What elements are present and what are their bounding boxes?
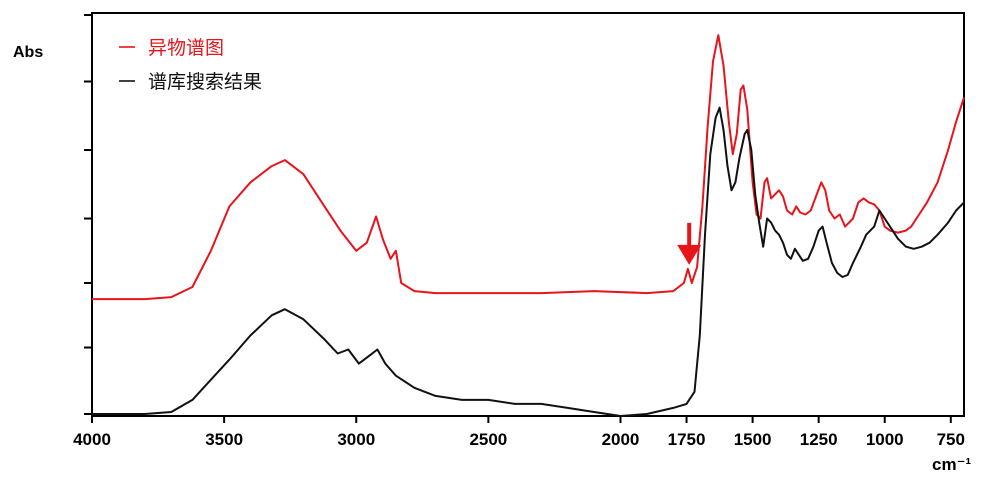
plot-frame: [91, 12, 965, 417]
series-layer: [92, 34, 965, 417]
legend-label-library: 谱库搜索结果: [148, 71, 262, 93]
x-tick-label: 3500: [205, 430, 243, 449]
legend: 异物谱图 谱库搜索结果: [119, 37, 262, 93]
x-tick-label: 1250: [800, 430, 838, 449]
plot-area: [84, 12, 965, 423]
series-line-library-result: [92, 106, 965, 417]
x-tick-label: 2500: [469, 430, 507, 449]
x-tick-label: 1500: [734, 430, 772, 449]
peak-arrow-annotation: [677, 222, 702, 265]
x-axis-tick-labels: 4000 3500 3000 2500 2000 1750 1500 1250 1000 750: [73, 430, 965, 449]
legend-label-foreign: 异物谱图: [148, 37, 224, 59]
x-axis-ticks: [91, 416, 952, 423]
x-tick-label: 750: [937, 430, 965, 449]
x-tick-label: 1000: [866, 430, 904, 449]
x-axis-unit: cm⁻¹: [932, 455, 972, 474]
y-axis-title: Abs: [13, 44, 43, 61]
x-tick-label: 2000: [602, 430, 640, 449]
x-tick-label: 4000: [73, 430, 111, 449]
series-line-foreign-spectrum: [92, 34, 965, 301]
x-tick-label: 1750: [668, 430, 706, 449]
y-axis-ticks: [84, 14, 92, 415]
x-tick-label: 3000: [337, 430, 375, 449]
annotation-layer: [677, 222, 702, 265]
